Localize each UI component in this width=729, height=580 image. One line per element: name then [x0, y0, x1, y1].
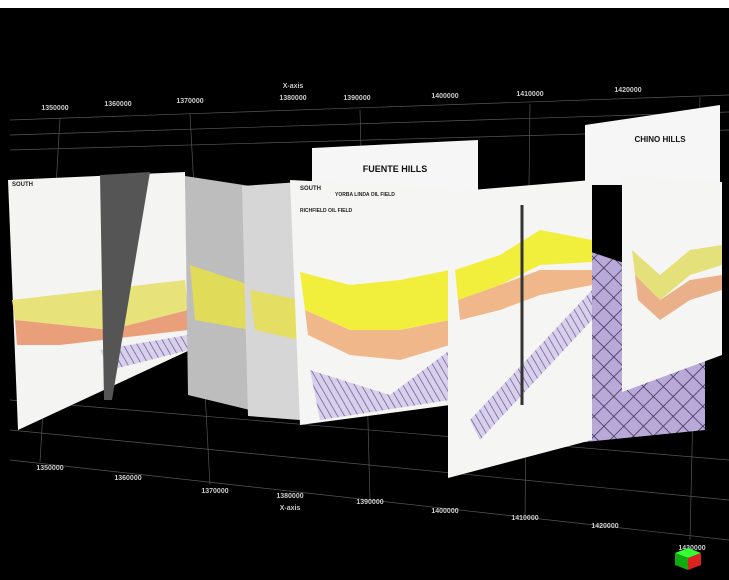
top-border	[0, 0, 729, 8]
layer-orange	[458, 270, 592, 320]
grid-line	[9, 429, 729, 501]
tick-label: 1360000	[104, 101, 131, 108]
layer-orange	[635, 275, 722, 320]
layer-hatch	[310, 350, 450, 420]
layer-yellow	[300, 270, 450, 330]
backboard	[585, 105, 720, 185]
layer-orange	[305, 310, 450, 360]
layer-hatch	[470, 290, 592, 440]
cube-side	[675, 553, 688, 570]
panel-title: CHINO HILLS	[634, 135, 686, 144]
panel-title: SOUTH	[300, 186, 321, 192]
backboard	[312, 140, 478, 192]
tick-label: 1370000	[201, 488, 228, 495]
top-axis: X-axis 1350000 1360000 1370000 1380000 13900…	[41, 83, 641, 112]
tick-label: 1390000	[356, 499, 383, 506]
grid-line	[9, 459, 729, 541]
grid-line	[9, 111, 729, 136]
tick-label: 1410000	[511, 515, 538, 522]
layer-yellow	[190, 265, 250, 330]
cube-side	[688, 553, 701, 570]
tick-label: 1400000	[431, 508, 458, 515]
tick-label: 1360000	[114, 475, 141, 482]
panel-title: FUENTE HILLS	[363, 164, 428, 174]
layer-hatch	[100, 335, 189, 370]
panel-title: RICHFIELD OIL FIELD	[300, 208, 353, 214]
section-panel	[100, 172, 150, 400]
tick-label: 1410000	[516, 91, 543, 98]
tick-label: 1390000	[343, 95, 370, 102]
tick-label: 1380000	[279, 95, 306, 102]
tick-label: 1430000	[678, 545, 705, 552]
tick-label: 1350000	[36, 465, 63, 472]
layer-yellow	[632, 245, 722, 300]
layer-yellow	[250, 290, 300, 340]
layer-yellow	[12, 280, 188, 330]
grid-line	[9, 94, 729, 121]
axis-label: X-axis	[280, 505, 301, 512]
panel-title: YORBA LINDA OIL FIELD	[335, 192, 395, 198]
layer-orange	[15, 310, 188, 345]
bottom-axis: X-axis 1350000 1360000 1370000 1380000 13900…	[36, 465, 705, 552]
tick-label: 1370000	[176, 98, 203, 105]
tick-label: 1380000	[276, 493, 303, 500]
axis-label: X-axis	[283, 83, 304, 90]
tick-label: 1420000	[614, 87, 641, 94]
grid-line	[9, 399, 729, 461]
panel-title: SOUTH	[12, 182, 33, 188]
orientation-cube	[675, 548, 701, 570]
tick-label: 1420000	[591, 523, 618, 530]
tick-label: 1350000	[41, 105, 68, 112]
tick-label: 1400000	[431, 93, 458, 100]
